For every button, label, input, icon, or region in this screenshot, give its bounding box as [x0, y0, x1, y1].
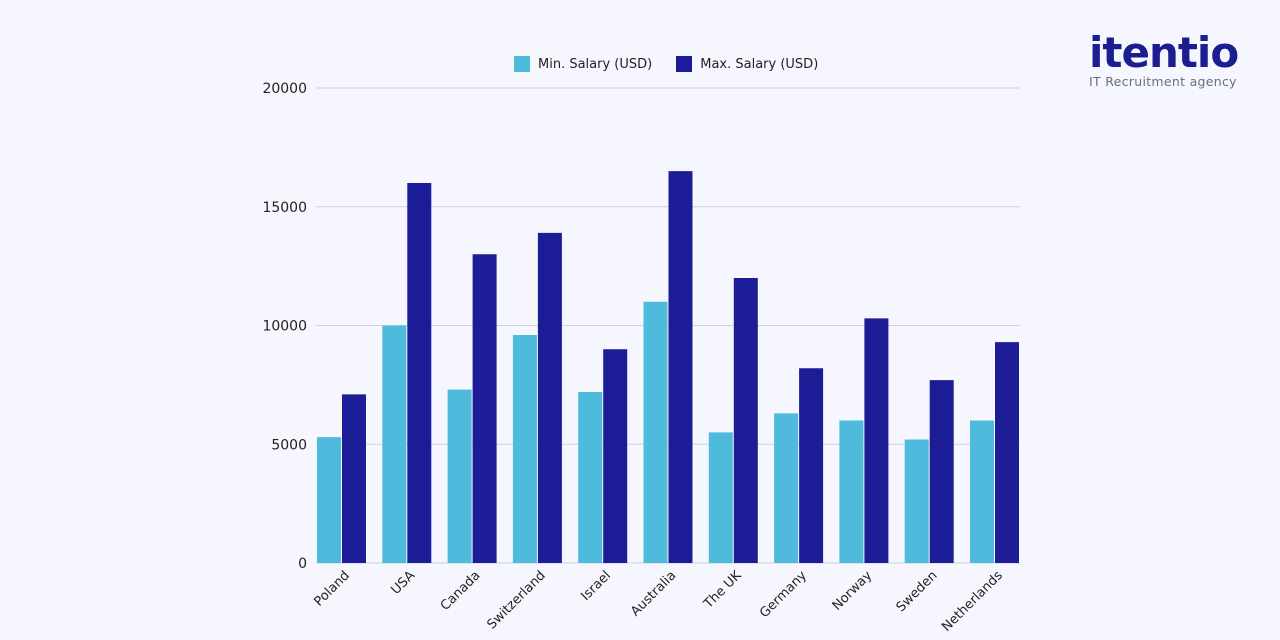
y-tick-label: 0	[298, 556, 307, 572]
legend-label-min: Min. Salary (USD)	[538, 56, 653, 72]
x-tick-label: Israel	[578, 568, 614, 604]
y-tick-label: 20000	[262, 81, 307, 97]
bar-min	[382, 325, 407, 563]
bar-min	[904, 439, 929, 563]
bar-min	[708, 432, 733, 563]
logo-wordmark: itentio	[1089, 28, 1239, 77]
x-tick-label: Sweden	[894, 568, 941, 615]
x-tick-label: Poland	[312, 568, 353, 609]
bar-max	[733, 278, 758, 563]
y-tick-label: 5000	[271, 437, 307, 453]
bar-max	[537, 232, 562, 563]
bar-max	[929, 380, 954, 563]
bar-min	[774, 413, 799, 563]
x-tick-label: Norway	[830, 568, 876, 614]
x-tick-label: Netherlands	[939, 568, 1006, 635]
legend-swatch-min	[514, 56, 530, 72]
y-tick-label: 15000	[262, 200, 307, 216]
legend-swatch-max	[676, 56, 693, 72]
x-tick-label: Germany	[757, 568, 810, 621]
legend-item-min: Min. Salary (USD)	[514, 56, 652, 72]
bar-max	[668, 171, 693, 563]
bar-min	[512, 335, 537, 563]
x-tick-label: Canada	[438, 568, 484, 614]
y-tick-label: 10000	[262, 319, 307, 335]
x-tick-label: The UK	[701, 568, 745, 612]
legend-label-max: Max. Salary (USD)	[700, 56, 819, 72]
logo-tagline: IT Recruitment agency	[1089, 74, 1237, 89]
legend-item-max: Max. Salary (USD)	[676, 56, 818, 72]
bar-min	[447, 389, 472, 563]
bar-max	[995, 342, 1019, 563]
bar-min	[970, 420, 994, 563]
x-tick-label: Switzerland	[484, 568, 548, 632]
itentio-logo: itentio IT Recruitment agency	[1089, 28, 1239, 90]
bar-max	[472, 254, 497, 563]
x-tick-label: Australia	[628, 568, 679, 619]
bar-min	[317, 437, 341, 563]
bar-min	[643, 301, 668, 563]
legend: Min. Salary (USD) Max. Salary (USD)	[514, 56, 818, 72]
bar-max	[603, 349, 628, 563]
bar-max	[799, 368, 824, 563]
bar-max	[864, 318, 889, 563]
bar-max	[407, 183, 432, 563]
bar-min	[578, 392, 603, 563]
x-tick-label: USA	[388, 568, 418, 598]
bar-max	[342, 394, 366, 563]
bar-min	[839, 420, 864, 563]
